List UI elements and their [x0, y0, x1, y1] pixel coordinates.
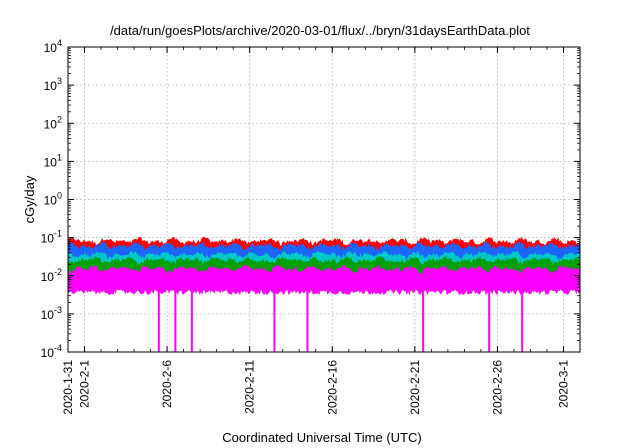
x-axis-label: Coordinated Universal Time (UTC)	[222, 430, 421, 445]
chart-title: /data/run/goesPlots/archive/2020-03-01/f…	[110, 23, 530, 38]
x-tick-label: 2020-2-1	[78, 360, 92, 408]
x-tick-label: 2020-2-16	[325, 360, 339, 415]
x-tick-labels: 2020-1-31 2020-2-1 2020-2-6 2020-2-11 2020-2…	[61, 360, 570, 415]
x-tick-label: 2020-2-21	[408, 360, 422, 415]
y-axis-label: cGy/day	[22, 175, 37, 223]
y-tick-label: 102	[44, 114, 62, 131]
tick-marks	[67, 46, 581, 353]
y-tick-label: 10-3	[41, 305, 62, 322]
x-tick-label: 2020-3-1	[556, 360, 570, 408]
y-tick-label: 10-1	[41, 229, 62, 246]
y-tick-label: 103	[44, 76, 62, 93]
series-group	[67, 236, 581, 352]
y-tick-label: 101	[44, 152, 62, 169]
y-tick-labels: 10-4 10-3 10-2 10-1 100 101 102 103 104	[41, 38, 62, 360]
y-tick-label: 100	[44, 191, 62, 208]
x-tick-label: 2020-2-6	[160, 360, 174, 408]
x-tick-label: 2020-1-31	[61, 360, 75, 415]
grid-lines	[68, 47, 580, 352]
y-tick-label: 10-4	[41, 343, 62, 360]
y-tick-label: 104	[44, 38, 62, 55]
x-tick-label: 2020-2-26	[490, 360, 504, 415]
x-tick-label: 2020-2-11	[243, 360, 257, 414]
y-tick-label: 10-2	[41, 267, 62, 284]
